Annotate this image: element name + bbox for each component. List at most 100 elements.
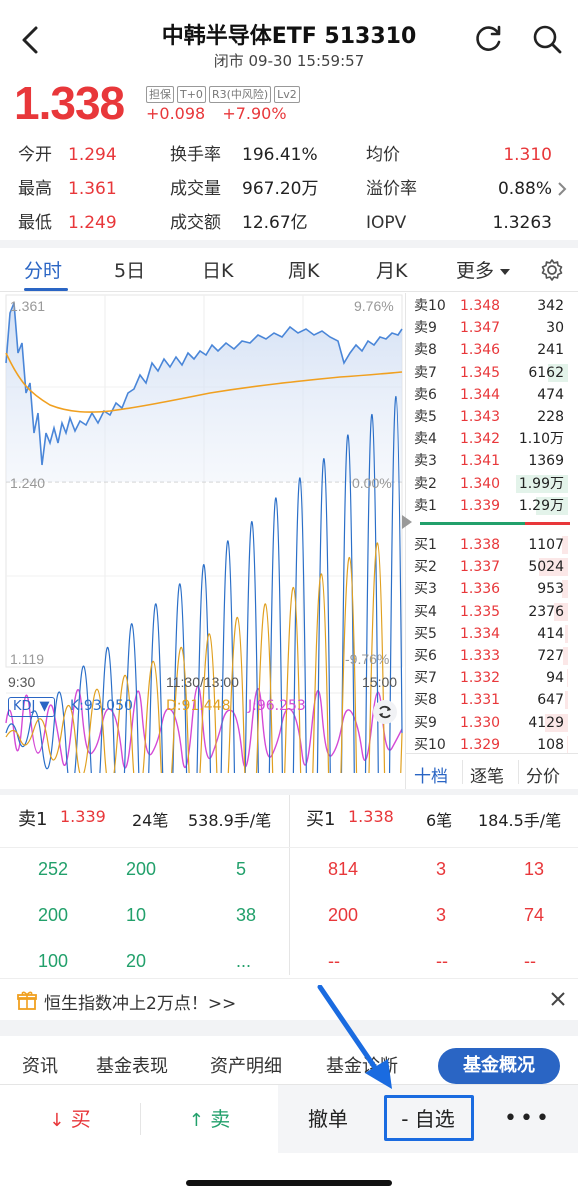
ask-volume: 1.29万 [518,497,564,514]
bid-label: 买8 [414,692,437,709]
bid-row[interactable]: 买9 1.330 4129 [406,712,578,734]
chevron-right-icon[interactable] [556,180,568,198]
back-arrow-icon[interactable] [16,22,46,58]
annotation-arrow-icon [317,985,392,1089]
pct-axis-bottom: -9.76% [345,651,390,667]
ask-row[interactable]: 卖4 1.342 1.10万 [406,428,578,450]
close-icon[interactable] [550,991,566,1007]
ask-row[interactable]: 卖1 1.339 1.29万 [406,495,578,517]
tab-news[interactable]: 资讯 [22,1056,58,1077]
bid-row[interactable]: 买4 1.335 2376 [406,601,578,623]
bid-row[interactable]: 买1 1.338 1107 [406,534,578,556]
bid-volume: 727 [537,648,564,664]
buy1-price: 1.338 [348,807,394,826]
more-menu-icon[interactable]: ••• [478,1085,578,1153]
bid-volume: 108 [537,736,564,753]
bid-row[interactable]: 买6 1.333 727 [406,645,578,667]
ask-row[interactable]: 卖2 1.340 1.99万 [406,473,578,495]
sell-queue-cell: ... [236,951,252,971]
ask-row[interactable]: 卖10 1.348 342 [406,295,578,317]
bid-row[interactable]: 买3 1.336 953 [406,578,578,600]
ask-volume: 474 [537,386,564,403]
market-status: 闭市 09-30 15:59:57 [213,52,365,70]
tab-daily-k[interactable]: 日K [202,260,234,282]
page-title: 中韩半导体ETF 513310 [161,24,417,49]
tab-overview[interactable]: 基金概况 [438,1048,560,1084]
bid-label: 买9 [414,714,437,731]
watchlist-button[interactable]: - 自选 [378,1085,478,1153]
tab-monthly-k[interactable]: 月K [376,260,408,282]
tab-intraday[interactable]: 分时 [24,260,63,282]
ask-volume: 1.10万 [518,431,564,448]
ask-label: 卖2 [414,475,437,492]
tab-5day[interactable]: 5日 [114,260,146,282]
ask-row[interactable]: 卖3 1.341 1369 [406,450,578,472]
buy-queue-cell: 74 [524,905,545,925]
bid-price: 1.337 [460,559,501,576]
ask-volume: 342 [537,298,564,314]
buy1-avg: 184.5手/笔 [478,811,562,830]
bid-row[interactable]: 买8 1.331 647 [406,689,578,711]
indicator-select[interactable]: KDJ ▼ [8,697,55,717]
tab-price-dist[interactable]: 分价 [526,767,560,787]
tab-performance[interactable]: 基金表现 [96,1056,168,1077]
collapse-caret-icon[interactable] [402,515,412,529]
promo-banner[interactable]: 恒生指数冲上2万点！>> [0,978,578,1020]
pct-axis-top: 9.76% [354,298,394,314]
promo-text: 恒生指数冲上2万点！>> [44,994,237,1014]
price-line [5,302,403,466]
buy-arrow-icon: ↓ [49,1110,65,1131]
stat-low: 最低 1.249 [18,213,117,233]
bid-row[interactable]: 买7 1.332 94 [406,667,578,689]
bid-volume: 647 [537,692,564,709]
ask-row[interactable]: 卖7 1.345 6162 [406,362,578,384]
switch-indicator-icon[interactable] [372,699,398,725]
bid-volume: 5024 [528,559,564,576]
bid-row[interactable]: 买2 1.337 5024 [406,556,578,578]
sell-queue-cell: 38 [236,905,257,925]
dropdown-caret-icon [500,268,511,275]
bid-label: 买2 [414,559,437,576]
stat-turnover: 换手率 196.41% [170,145,318,165]
sell-queue-cell: 100 [38,951,69,971]
tab-weekly-k[interactable]: 周K [288,260,320,282]
refresh-icon[interactable] [472,22,506,56]
tab-tick-by-tick[interactable]: 逐笔 [470,767,504,787]
ask-row[interactable]: 卖9 1.347 30 [406,317,578,339]
stat-high: 最高 1.361 [18,179,117,199]
sell-button[interactable]: ↑ 卖 [188,1107,231,1131]
ask-volume: 1369 [528,453,564,470]
buy-queue-cell: 814 [328,859,359,879]
stat-premium[interactable]: 溢价率 0.88% [366,179,552,199]
tab-level10[interactable]: 十档 [414,767,448,787]
vertical-divider [405,293,406,789]
stat-open: 今开 1.294 [18,145,117,165]
cancel-order-button[interactable]: 撤单 [278,1085,378,1153]
buy-queue-cell: 13 [524,859,545,879]
bid-row[interactable]: 买5 1.334 414 [406,623,578,645]
stat-amount: 成交额 12.67亿 [170,213,308,233]
chart-tabs: 分时 5日 日K 周K 月K 更多 [0,248,578,292]
tab-more[interactable]: 更多 [456,256,511,283]
settings-gear-icon[interactable] [540,258,564,282]
ask-row[interactable]: 卖6 1.344 474 [406,384,578,406]
ask-label: 卖3 [414,453,437,470]
divider [0,789,578,795]
volume-bar [563,647,568,665]
intraday-chart[interactable]: 1.361 9.76% 1.240 0.00% 1.119 -9.76% 9:3… [0,293,405,773]
bid-row[interactable]: 买10 1.329 108 [406,734,578,756]
ask-row[interactable]: 卖8 1.346 241 [406,339,578,361]
kdj-j-value: J:96.253 [248,698,306,714]
y-axis-top: 1.361 [10,298,46,314]
tab-holdings[interactable]: 资产明细 [210,1056,282,1077]
sell1-avg: 538.9手/笔 [188,811,272,830]
sell-arrow-icon: ↑ [188,1110,204,1131]
buy-button[interactable]: ↓ 买 [49,1107,91,1131]
kdj-d-value: D:91.448 [166,698,231,714]
ask-label: 卖5 [414,409,437,425]
bid-price: 1.336 [460,581,501,598]
ask-row[interactable]: 卖5 1.343 228 [406,406,578,428]
ask-price: 1.341 [460,453,501,470]
buy-queue-cell: 3 [436,905,447,925]
search-icon[interactable] [530,22,564,56]
